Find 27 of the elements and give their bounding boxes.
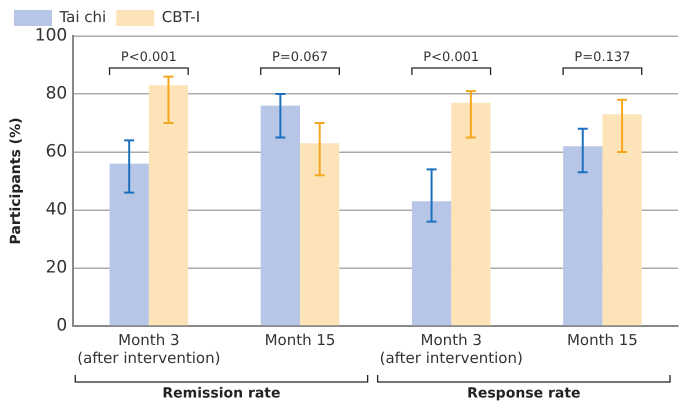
legend-label: Tai chi [58, 8, 106, 26]
bar [110, 164, 149, 326]
x-tick-label: Month 3 (after intervention) [380, 330, 523, 367]
bar [148, 85, 188, 326]
x-tick-label: Month 15 [566, 330, 638, 349]
y-tick-label: 20 [46, 257, 68, 278]
annotation: P<0.001 [423, 50, 480, 65]
bar [563, 146, 602, 326]
bar [451, 102, 491, 326]
annotation: P=0.137 [574, 50, 630, 65]
y-axis-title: Participants (%) [8, 118, 24, 244]
y-tick-label: 100 [34, 25, 68, 46]
x-tick-label: Month 15 [264, 330, 336, 349]
bar [260, 106, 300, 326]
bar [602, 114, 642, 326]
bar [300, 143, 340, 326]
x-tick-label: Month 3 (after intervention) [77, 330, 220, 367]
text: Response rate [467, 386, 581, 402]
y-tick-label: 40 [46, 199, 68, 220]
y-tick-label: 0 [56, 315, 68, 336]
y-tick-label: 80 [46, 83, 68, 104]
annotation: P<0.001 [120, 50, 177, 65]
text: Remission rate [162, 386, 280, 402]
annotation: P=0.067 [272, 50, 328, 65]
y-tick-label: 60 [46, 141, 68, 162]
bar [412, 201, 452, 326]
legend-label: CBT-I [162, 8, 200, 26]
